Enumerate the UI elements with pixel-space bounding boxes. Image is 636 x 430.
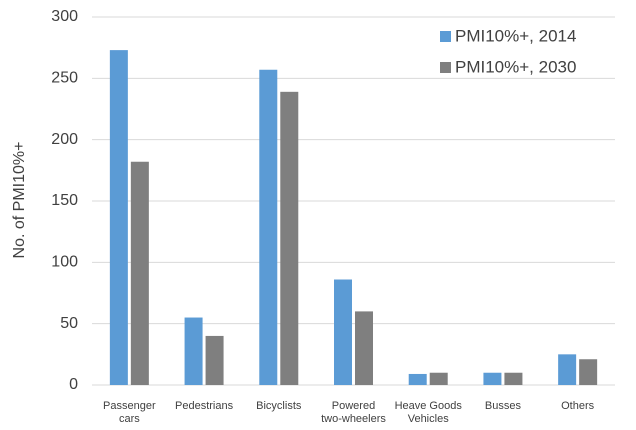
- legend-label: PMI10%+, 2014: [455, 26, 576, 45]
- legend-swatch: [440, 31, 451, 42]
- bar: [355, 311, 373, 385]
- y-tick-label: 300: [51, 8, 78, 25]
- bar: [334, 279, 352, 385]
- legend-label: PMI10%+, 2030: [455, 57, 576, 76]
- y-tick-label: 200: [51, 131, 78, 148]
- bar: [504, 372, 523, 385]
- bar: [280, 91, 299, 386]
- x-tick-label: Powered two-wheelers: [321, 400, 386, 425]
- x-tick-label: Others: [561, 400, 595, 412]
- bar: [184, 317, 203, 385]
- bar: [558, 354, 577, 385]
- bar: [579, 359, 598, 385]
- x-tick-label: Bicyclists: [256, 400, 302, 412]
- y-tick-label: 250: [51, 70, 78, 87]
- legend-swatch: [440, 62, 451, 73]
- bar: [408, 373, 427, 385]
- y-tick-label: 100: [51, 254, 78, 271]
- y-tick-label: 0: [69, 376, 78, 393]
- y-axis-label: No. of PMI10%+: [11, 142, 28, 259]
- bar: [483, 372, 502, 385]
- x-tick-label: Heave Goods Vehicles: [395, 400, 463, 425]
- x-tick-label: Pedestrians: [175, 400, 234, 412]
- bar: [205, 335, 224, 385]
- bar: [259, 69, 278, 385]
- bar: [109, 50, 128, 386]
- bar: [429, 372, 448, 385]
- bar: [130, 161, 149, 385]
- x-tick-label: Busses: [485, 400, 522, 412]
- y-tick-label: 150: [51, 192, 78, 209]
- y-tick-label: 50: [60, 315, 78, 332]
- x-tick-label: Passenger cars: [103, 400, 156, 425]
